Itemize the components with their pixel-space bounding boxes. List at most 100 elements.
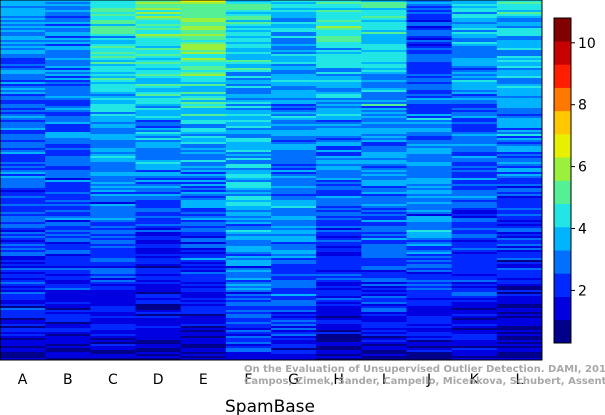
heatmap-cell [0, 42, 46, 45]
heatmap-cell [45, 8, 91, 11]
heatmap-cell [90, 4, 136, 7]
heatmap-cell [90, 350, 136, 353]
heatmap-cell [90, 154, 136, 157]
heatmap-cell [316, 316, 362, 319]
heatmap-cell [316, 222, 362, 225]
heatmap-cell [406, 356, 453, 359]
heatmap-cell [45, 166, 91, 169]
heatmap-cell [496, 242, 543, 245]
x-tick-label: H [333, 372, 344, 388]
heatmap-cell [496, 144, 543, 147]
heatmap-cell [180, 302, 227, 305]
heatmap-cell [90, 228, 136, 231]
x-tick-label: A [18, 372, 28, 388]
heatmap-cell [225, 124, 272, 127]
heatmap-cell [135, 200, 182, 203]
heatmap-cell [0, 190, 46, 193]
heatmap-cell [451, 70, 498, 73]
heatmap-cell [45, 138, 91, 141]
heatmap-cell [45, 4, 91, 7]
heatmap-cell [45, 120, 91, 123]
heatmap-cell [271, 168, 317, 171]
heatmap-cell [406, 56, 453, 59]
heatmap-cell [180, 18, 227, 21]
heatmap-cell [180, 180, 227, 183]
heatmap-cell [135, 90, 182, 93]
heatmap-cell [0, 8, 46, 11]
heatmap-cell [406, 24, 453, 27]
heatmap-cell [496, 96, 543, 99]
heatmap-cell [361, 332, 407, 335]
heatmap-cell [135, 180, 182, 183]
heatmap-cell [361, 330, 407, 333]
heatmap-cell [225, 358, 272, 361]
heatmap-cell [451, 54, 498, 57]
heatmap-cell [180, 94, 227, 97]
heatmap-cell [496, 240, 543, 243]
heatmap-cell [406, 146, 453, 149]
heatmap-cell [406, 96, 453, 99]
heatmap-cell [180, 316, 227, 319]
heatmap-cell [225, 2, 272, 5]
heatmap-cell [90, 282, 136, 285]
heatmap-cell [135, 0, 182, 3]
heatmap-cell [451, 294, 498, 297]
colorbar [553, 17, 572, 344]
heatmap-cell [0, 226, 46, 229]
heatmap-cell [225, 46, 272, 49]
heatmap-cell [451, 322, 498, 325]
heatmap-cell [135, 284, 182, 287]
heatmap-cell [180, 200, 227, 203]
heatmap-cell [451, 258, 498, 261]
heatmap-cell [271, 188, 317, 191]
heatmap-cell [225, 196, 272, 199]
heatmap-cell [135, 212, 182, 215]
heatmap-cell [496, 140, 543, 143]
heatmap-cell [45, 222, 91, 225]
heatmap-cell [451, 188, 498, 191]
heatmap-cell [406, 292, 453, 295]
heatmap-cell [451, 222, 498, 225]
heatmap-cell [45, 18, 91, 21]
heatmap-cell [451, 218, 498, 221]
heatmap-cell [90, 158, 136, 161]
heatmap-cell [45, 306, 91, 309]
heatmap-cell [0, 98, 46, 101]
heatmap-cell [361, 134, 407, 137]
heatmap-cell [316, 52, 362, 55]
heatmap-cell [45, 110, 91, 113]
heatmap-cell [180, 70, 227, 73]
heatmap-cell [90, 132, 136, 135]
heatmap-cell [225, 238, 272, 241]
heatmap-cell [225, 262, 272, 265]
heatmap-cell [180, 128, 227, 131]
heatmap-cell [316, 38, 362, 41]
heatmap-cell [496, 148, 543, 151]
heatmap-cell [135, 182, 182, 185]
heatmap-cell [406, 208, 453, 211]
heatmap-cell [361, 240, 407, 243]
heatmap-cell [496, 138, 543, 141]
heatmap-cell [271, 202, 317, 205]
heatmap-cell [180, 48, 227, 51]
heatmap-cell [406, 248, 453, 251]
heatmap-cell [180, 4, 227, 7]
heatmap-cell [451, 32, 498, 35]
heatmap-cell [0, 142, 46, 145]
heatmap-cell [271, 268, 317, 271]
heatmap-cell [271, 146, 317, 149]
heatmap-cell [0, 232, 46, 235]
heatmap-cell [451, 328, 498, 331]
heatmap-cell [406, 200, 453, 203]
heatmap-cell [180, 172, 227, 175]
heatmap-cell [316, 146, 362, 149]
heatmap-cell [361, 272, 407, 275]
heatmap-cell [90, 58, 136, 61]
heatmap-cell [45, 116, 91, 119]
heatmap-cell [406, 354, 453, 357]
heatmap-cell [316, 6, 362, 9]
heatmap-cell [271, 116, 317, 119]
heatmap-cell [225, 186, 272, 189]
heatmap-cell [451, 260, 498, 263]
heatmap-cell [0, 118, 46, 121]
